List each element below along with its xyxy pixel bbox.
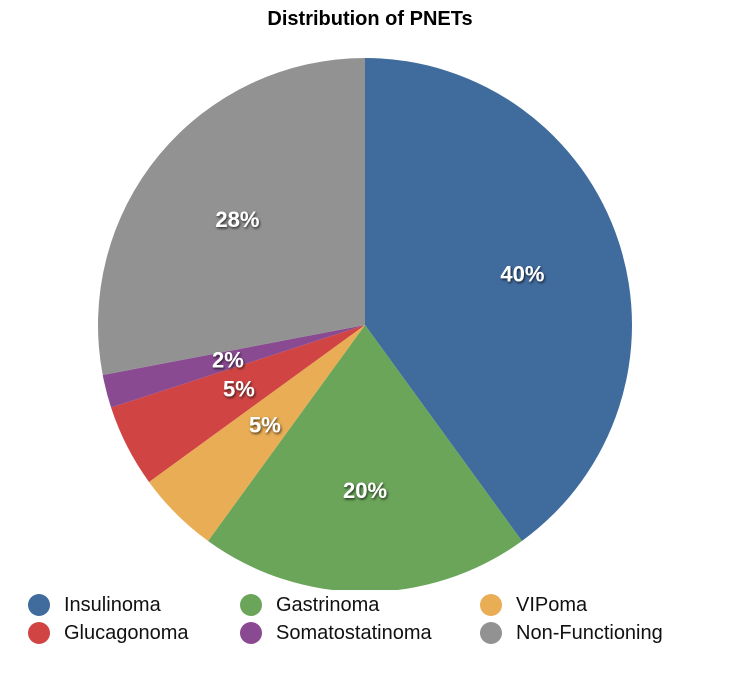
legend-item-glucagonoma: Glucagonoma — [28, 620, 189, 646]
legend-swatch — [28, 622, 50, 644]
pie-slices — [97, 58, 632, 590]
pie-slice-glucagonoma — [111, 325, 366, 482]
pie-slice-non-functioning — [97, 58, 365, 376]
legend-swatch — [480, 622, 502, 644]
legend-item-non-functioning: Non-Functioning — [480, 620, 663, 646]
pie-slice-vipoma — [148, 325, 365, 542]
slice-label-insulinoma: 40% — [500, 261, 544, 286]
legend-item-insulinoma: Insulinoma — [28, 592, 161, 618]
slice-label-non-functioning: 28% — [215, 207, 259, 232]
pie-slice-insulinoma — [365, 58, 632, 542]
slice-label-gastrinoma: 20% — [343, 478, 387, 503]
pie-chart: 40% 20% 5% 5% 2% 28% — [97, 58, 632, 590]
legend-label: Insulinoma — [64, 593, 161, 616]
legend-label: Somatostatinoma — [276, 621, 432, 644]
legend-label: Gastrinoma — [276, 593, 380, 616]
legend-swatch — [240, 594, 262, 616]
legend-item-somatostatinoma: Somatostatinoma — [240, 620, 432, 646]
legend-label: VIPoma — [516, 593, 588, 616]
legend-label: Glucagonoma — [64, 621, 189, 644]
legend-item-gastrinoma: Gastrinoma — [240, 592, 379, 618]
legend-swatch — [28, 594, 50, 616]
legend-swatch — [240, 622, 262, 644]
slice-label-glucagonoma: 5% — [223, 377, 255, 402]
legend-item-vipoma: VIPoma — [480, 592, 587, 618]
slice-label-vipoma: 5% — [249, 413, 281, 438]
chart-title: Distribution of PNETs — [267, 8, 473, 30]
legend-label: Non-Functioning — [516, 621, 663, 644]
pie-slice-somatostatinoma — [102, 325, 365, 408]
pie-labels: 40% 20% 5% 5% 2% 28% — [212, 207, 544, 503]
legend: Insulinoma Gastrinoma VIPoma Glucagonoma Som… — [0, 590, 740, 660]
slice-label-somatostatinoma: 2% — [212, 348, 244, 373]
pie-slice-gastrinoma — [208, 325, 522, 590]
legend-swatch — [480, 594, 502, 616]
